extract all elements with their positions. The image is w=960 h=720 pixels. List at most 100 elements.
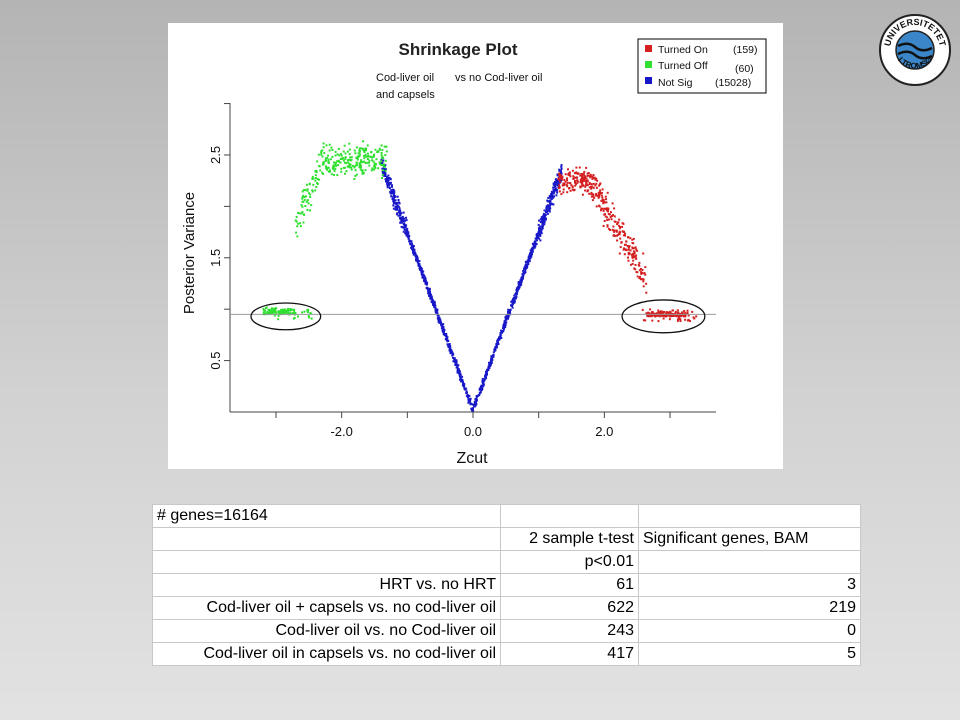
- turned-on-point: [613, 207, 616, 210]
- turned-off-point: [295, 220, 298, 223]
- turned-off-point: [316, 160, 319, 163]
- not-sig-point: [398, 216, 401, 219]
- turned-on-point: [616, 234, 619, 236]
- not-sig-point: [560, 164, 563, 167]
- turned-on-point: [589, 175, 592, 178]
- not-sig-point: [386, 186, 389, 189]
- turned-on-point: [669, 310, 672, 313]
- not-sig-point: [492, 355, 495, 358]
- turned-on-point: [571, 169, 574, 172]
- not-sig-point: [396, 204, 399, 207]
- not-sig-point: [462, 385, 465, 388]
- turned-on-point: [657, 311, 660, 313]
- turned-off-point: [377, 150, 379, 153]
- turned-on-point: [632, 247, 635, 250]
- turned-on-point: [608, 227, 611, 230]
- turned-off-point: [273, 314, 276, 317]
- turned-on-point: [683, 310, 686, 312]
- not-sig-point: [397, 199, 400, 201]
- turned-off-point: [303, 310, 306, 313]
- not-sig-point: [436, 309, 439, 312]
- turned-on-point: [574, 181, 576, 184]
- turned-on-point: [681, 314, 684, 317]
- turned-off-point: [360, 160, 363, 163]
- not-sig-point: [414, 254, 417, 257]
- turned-on-point: [634, 257, 637, 260]
- highlight-ellipse: [621, 299, 706, 334]
- not-sig-point: [386, 175, 388, 178]
- not-sig-point: [433, 302, 435, 305]
- turned-on-point: [662, 314, 665, 317]
- not-sig-point: [449, 351, 452, 353]
- turned-off-point: [383, 163, 386, 166]
- turned-off-point: [367, 152, 369, 155]
- not-sig-point: [435, 312, 438, 315]
- turned-off-point: [289, 309, 292, 312]
- turned-off-point: [362, 148, 365, 151]
- not-sig-point: [426, 286, 429, 289]
- turned-off-point: [270, 311, 273, 314]
- not-sig-point: [407, 234, 410, 237]
- turned-off-point: [331, 149, 334, 151]
- not-sig-point: [431, 298, 434, 301]
- turned-off-point: [316, 182, 319, 184]
- not-sig-point: [504, 321, 507, 324]
- not-sig-point: [391, 185, 393, 188]
- turned-on-point: [558, 174, 561, 177]
- not-sig-point: [474, 403, 476, 406]
- not-sig-point: [382, 172, 384, 175]
- not-sig-point: [516, 291, 519, 294]
- not-sig-point: [526, 265, 529, 268]
- not-sig-point: [533, 246, 536, 249]
- turned-on-point: [629, 249, 632, 252]
- not-sig-point: [400, 221, 403, 224]
- not-sig-point: [393, 192, 396, 194]
- ttest-value: 417: [500, 642, 639, 666]
- not-sig-point: [544, 218, 547, 221]
- turned-on-point: [601, 207, 604, 210]
- turned-on-point: [593, 196, 596, 199]
- turned-off-point: [340, 154, 343, 157]
- not-sig-point: [474, 400, 477, 403]
- table-row: Cod-liver oil + capsels vs. no cod-liver…: [152, 596, 861, 620]
- turned-on-point: [632, 237, 635, 240]
- turned-off-point: [328, 169, 331, 172]
- not-sig-point: [529, 257, 532, 260]
- not-sig-point: [526, 261, 529, 264]
- not-sig-point: [421, 269, 423, 272]
- turned-off-point: [337, 164, 340, 167]
- turned-on-point: [695, 315, 698, 318]
- not-sig-point: [490, 358, 492, 361]
- turned-off-point: [287, 308, 290, 311]
- not-sig-point: [503, 320, 506, 323]
- turned-off-point: [331, 155, 334, 158]
- not-sig-point: [427, 292, 430, 295]
- not-sig-point: [407, 232, 410, 235]
- turned-off-point: [353, 149, 356, 152]
- not-sig-point: [485, 370, 488, 373]
- turned-on-point: [623, 253, 626, 256]
- not-sig-point: [554, 181, 556, 183]
- turned-on-point: [557, 177, 560, 180]
- turned-on-point: [613, 215, 616, 218]
- turned-off-point: [293, 310, 296, 313]
- not-sig-point: [477, 394, 480, 397]
- turned-off-point: [366, 158, 369, 160]
- turned-on-point: [610, 211, 612, 214]
- not-sig-point: [520, 277, 523, 280]
- turned-off-point: [371, 167, 374, 170]
- turned-on-point: [606, 216, 609, 219]
- not-sig-point: [485, 374, 488, 377]
- turned-off-point: [281, 309, 284, 312]
- not-sig-point: [542, 216, 545, 219]
- turned-off-point: [283, 309, 286, 312]
- not-sig-point: [384, 178, 387, 181]
- turned-off-point: [287, 311, 290, 314]
- not-sig-point: [437, 315, 440, 317]
- not-sig-point: [416, 256, 419, 259]
- not-sig-point: [550, 195, 552, 198]
- turned-on-point: [631, 238, 634, 241]
- not-sig-point: [540, 220, 543, 223]
- turned-off-point: [326, 167, 328, 170]
- not-sig-point: [452, 360, 455, 363]
